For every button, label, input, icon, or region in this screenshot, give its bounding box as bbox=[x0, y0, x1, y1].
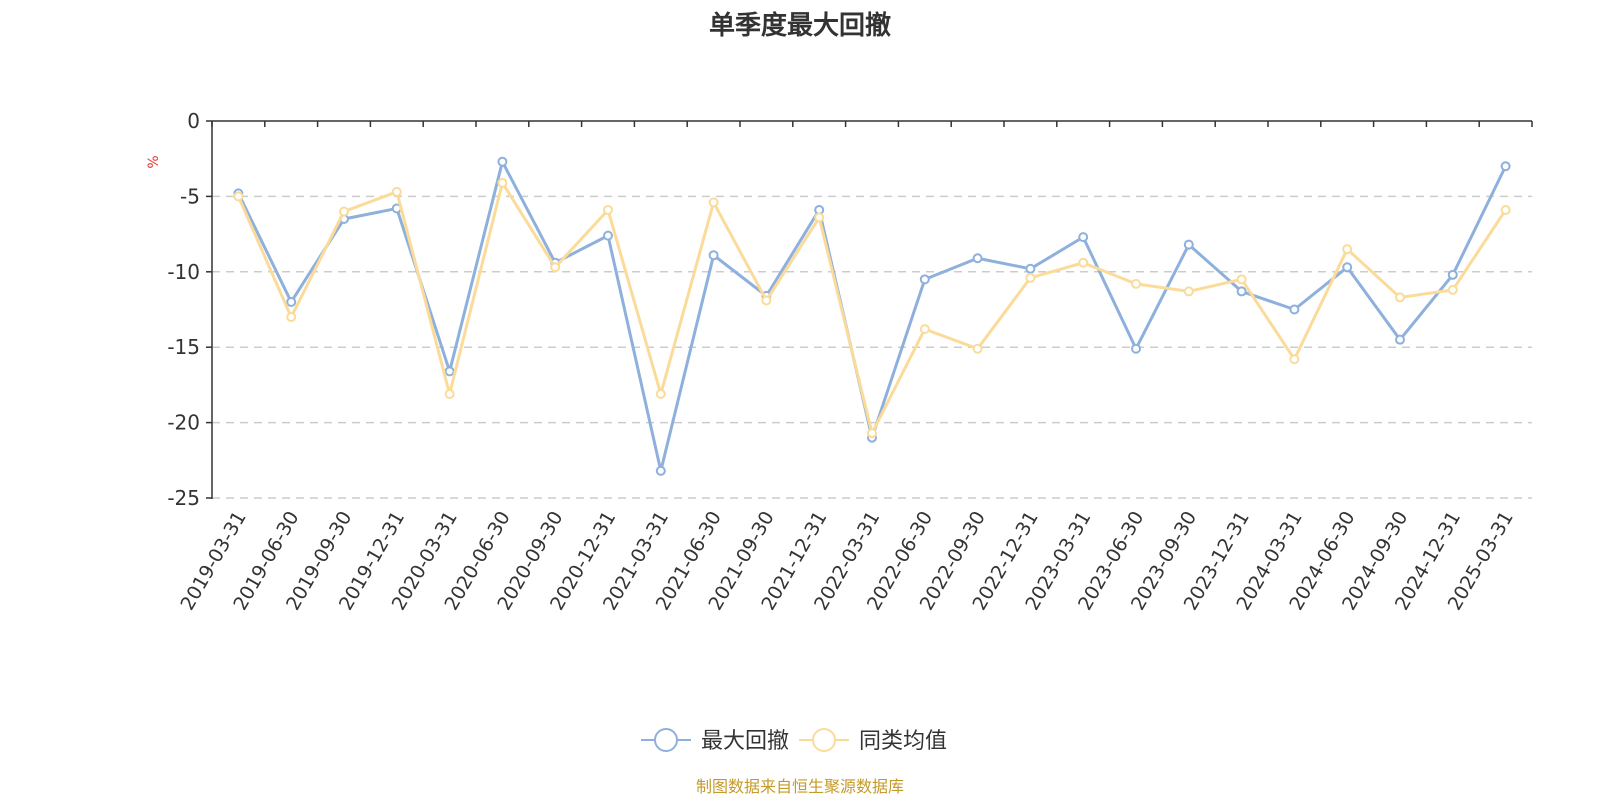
legend-label: 同类均值 bbox=[859, 729, 947, 754]
y-tick-label: -20 bbox=[167, 411, 200, 435]
data-point bbox=[867, 428, 877, 439]
data-point bbox=[919, 274, 930, 285]
data-point bbox=[444, 388, 455, 399]
data-point bbox=[1183, 239, 1194, 250]
data-point bbox=[1500, 204, 1511, 215]
data-point bbox=[1131, 343, 1141, 354]
data-point bbox=[1078, 232, 1089, 243]
data-point bbox=[1447, 269, 1458, 280]
data-point bbox=[1447, 284, 1458, 295]
y-tick-label: -5 bbox=[180, 184, 200, 208]
data-point bbox=[1183, 286, 1194, 297]
data-point bbox=[603, 204, 613, 215]
series-lines bbox=[233, 156, 1511, 476]
data-point bbox=[286, 296, 297, 307]
data-point bbox=[1395, 292, 1405, 303]
chart-title: 单季度最大回撤 bbox=[709, 10, 891, 41]
data-point bbox=[1236, 274, 1247, 285]
data-point bbox=[339, 206, 349, 217]
y-tick-label: -15 bbox=[167, 335, 200, 359]
data-point bbox=[1342, 244, 1353, 255]
data-point bbox=[550, 262, 561, 273]
data-point bbox=[1289, 354, 1300, 365]
data-point bbox=[655, 388, 666, 399]
data-point bbox=[1342, 262, 1353, 273]
data-point bbox=[1078, 257, 1089, 268]
data-source-note: 制图数据来自恒生聚源数据库 bbox=[696, 777, 904, 796]
data-point bbox=[972, 253, 983, 264]
legend: 最大回撤 同类均值 bbox=[641, 728, 947, 754]
data-point bbox=[444, 366, 455, 377]
grid-lines bbox=[212, 195, 1532, 499]
series-line bbox=[236, 181, 1508, 435]
legend-label: 最大回撤 bbox=[701, 729, 789, 754]
legend-item: 同类均值 bbox=[799, 728, 947, 754]
data-point bbox=[655, 465, 666, 476]
data-point bbox=[972, 343, 983, 354]
data-point bbox=[497, 156, 508, 167]
y-axis-unit: % bbox=[146, 155, 162, 168]
data-point bbox=[233, 191, 244, 202]
data-point bbox=[497, 177, 508, 188]
data-point bbox=[761, 295, 772, 306]
data-point bbox=[286, 312, 297, 323]
data-point bbox=[1500, 161, 1511, 172]
data-point bbox=[603, 230, 613, 241]
legend-marker bbox=[654, 728, 678, 752]
axes bbox=[206, 120, 1533, 499]
legend-marker bbox=[812, 728, 836, 752]
y-tick-label: -25 bbox=[167, 486, 200, 510]
data-point bbox=[814, 212, 825, 223]
x-tick-labels: 2019-03-312019-06-302019-09-302019-12-31… bbox=[176, 507, 1517, 614]
data-point bbox=[1395, 334, 1405, 345]
data-point bbox=[1236, 286, 1247, 297]
data-point bbox=[919, 324, 930, 335]
y-tick-label: 0 bbox=[187, 109, 200, 133]
data-point bbox=[1025, 272, 1036, 283]
data-point bbox=[1131, 278, 1141, 289]
data-point bbox=[708, 250, 719, 261]
data-point bbox=[1289, 304, 1300, 315]
y-tick-labels: 0 -5 -10 -15 -20 -25 bbox=[167, 109, 200, 510]
data-point bbox=[391, 186, 402, 197]
y-tick-label: -10 bbox=[167, 260, 200, 284]
series-2 bbox=[233, 177, 1511, 439]
data-point bbox=[708, 197, 719, 208]
legend-item: 最大回撤 bbox=[641, 728, 789, 754]
data-point bbox=[1025, 263, 1036, 274]
